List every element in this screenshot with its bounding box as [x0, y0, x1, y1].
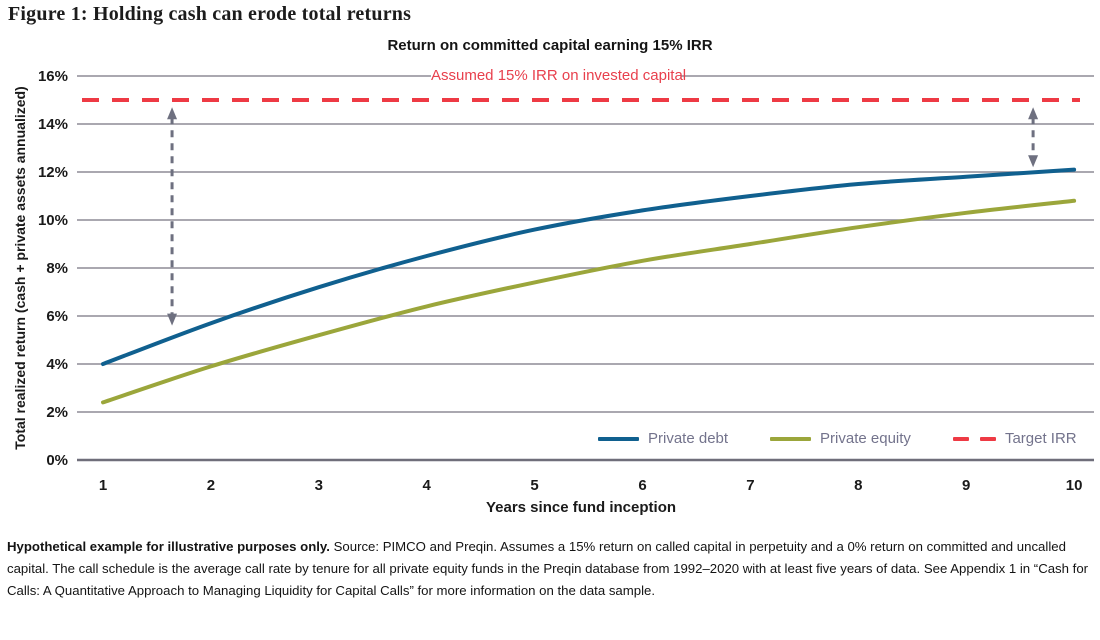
legend-label-private-equity: Private equity: [820, 430, 911, 447]
chart-legend: Private debt Private equity Target IRR: [598, 430, 1077, 447]
x-tick-label: 3: [315, 477, 323, 494]
y-tick-label: 12%: [38, 164, 68, 181]
x-tick-label: 6: [638, 477, 646, 494]
legend-label-private-debt: Private debt: [648, 430, 729, 447]
line-chart-plot-area: 0% 2% 4% 6% 8% 10% 12% 14% 16% 1 2 3 4 5 6 7 8 9 10: [38, 68, 1094, 494]
y-tick-label: 14%: [38, 116, 68, 133]
arrow-head-up-icon: [1028, 107, 1039, 120]
x-tick-label: 10: [1066, 477, 1083, 494]
y-axis-title: Total realized return (cash + private as…: [12, 86, 28, 450]
footnote-bold-lead: Hypothetical example for illustrative pu…: [7, 539, 330, 554]
footnote: Hypothetical example for illustrative pu…: [7, 536, 1100, 601]
y-tick-label: 0%: [46, 452, 68, 469]
target-irr-dashed-swatch-icon: [952, 436, 996, 441]
y-tick-label: 8%: [46, 260, 68, 277]
x-tick-label: 1: [99, 477, 107, 494]
chart-subtitle: Return on committed capital earning 15% …: [387, 37, 713, 54]
private-equity-line-swatch-icon: [770, 436, 812, 441]
x-tick-label: 9: [962, 477, 970, 494]
x-tick-label: 5: [530, 477, 538, 494]
figure-title: Figure 1: Holding cash can erode total r…: [8, 3, 412, 25]
irr-annotation-label: Assumed 15% IRR on invested capital: [431, 66, 687, 85]
private-debt-line-swatch-icon: [598, 436, 639, 441]
y-tick-label: 4%: [46, 356, 68, 373]
arrow-head-down-icon: [167, 313, 178, 326]
x-tick-label: 7: [746, 477, 754, 494]
footnote-body: Source: PIMCO and Preqin. Assumes a 15% …: [7, 539, 1089, 598]
arrow-head-down-icon: [1028, 155, 1039, 168]
x-tick-label: 2: [207, 477, 215, 494]
legend-item-target-irr: Target IRR: [952, 430, 1077, 447]
private-debt-line: [101, 167, 1077, 366]
x-axis-title: Years since fund inception: [485, 499, 677, 516]
legend-item-private-debt: Private debt: [598, 430, 728, 447]
legend-label-target-irr: Target IRR: [1004, 430, 1077, 447]
x-tick-label: 8: [854, 477, 862, 494]
y-tick-label: 10%: [38, 212, 68, 229]
y-tick-label: 6%: [46, 308, 68, 325]
x-tick-label: 4: [423, 477, 432, 494]
private-equity-line: [101, 198, 1077, 405]
y-tick-label: 16%: [38, 68, 68, 85]
y-tick-label: 2%: [46, 404, 68, 421]
legend-item-private-equity: Private equity: [770, 430, 911, 447]
arrow-head-up-icon: [167, 107, 178, 120]
